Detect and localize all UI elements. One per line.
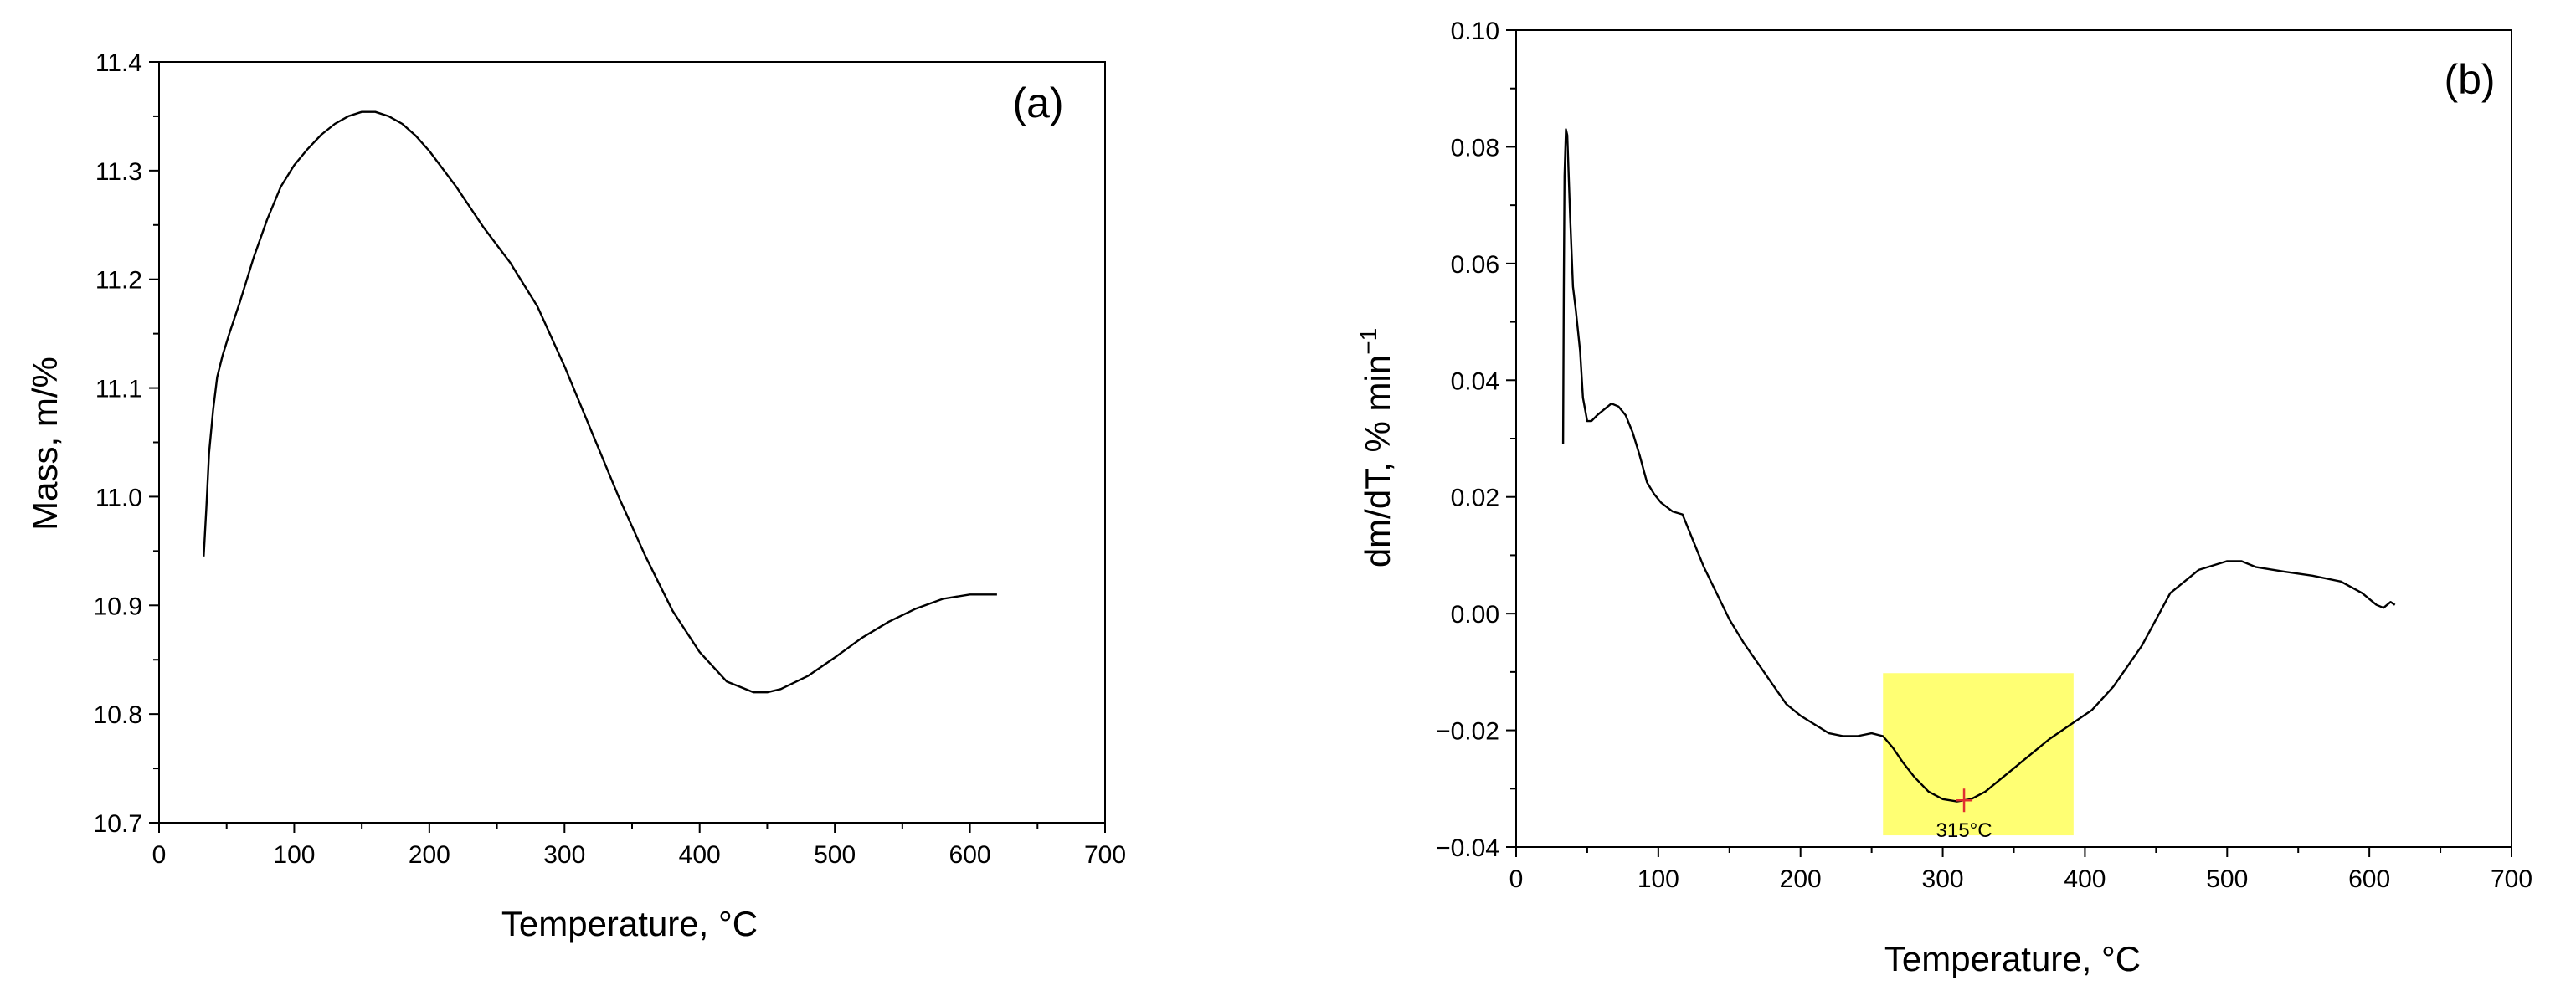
panel-b-y-tick-label: 0.10 [1451, 18, 1499, 45]
panel-a-x-tick-label: 700 [1084, 841, 1126, 869]
panel-b-y-axis-label-text: dm/dT, % min [1358, 355, 1397, 567]
panel-a-y-tick-label: 11.4 [95, 49, 142, 77]
panel-b-label: (b) [2444, 56, 2495, 103]
panel-b-y-tick-label: 0.06 [1451, 251, 1499, 279]
panel-a-data-line [203, 110, 997, 694]
panel-b-highlight-box [1883, 673, 2074, 836]
panel-b-ticks: 0 100 200 300 400 500 600 700 −0.04 −0.02 0.00 0.02… [1436, 18, 2532, 893]
panel-a-x-axis-label: Temperature, °C [501, 904, 758, 943]
panel-a-y-tick-label: 11.0 [95, 484, 142, 511]
panel-a-axes [158, 61, 1106, 824]
panel-a-plot-frame [158, 61, 1106, 824]
panel-b-y-tick-label: −0.02 [1436, 718, 1499, 746]
panel-b-series [1561, 128, 2396, 803]
panel-b-peak-annotation: 315°C [1936, 788, 1992, 842]
panel-a-y-tick-label: 10.9 [94, 593, 142, 620]
panel-b-x-tick-label: 600 [2348, 865, 2390, 893]
panel-b-y-tick-label: 0.02 [1451, 485, 1499, 512]
panel-b-x-tick-label: 700 [2491, 865, 2532, 893]
panel-b-x-tick-label: 500 [2206, 865, 2248, 893]
panel-b-x-tick-label: 100 [1638, 865, 1679, 893]
panel-b-x-tick-label: 0 [1509, 865, 1524, 893]
panel-a-label: (a) [1012, 80, 1063, 126]
panel-a-y-tick-label: 10.8 [94, 701, 142, 729]
panel-a-x-tick-label: 600 [949, 841, 991, 869]
panel-a-x-tick-label: 100 [273, 841, 315, 869]
panel-b: 0 100 200 300 400 500 600 700 −0.04 −0.02 0.00 0.02… [1355, 18, 2532, 978]
panel-a-ticks: 0 100 200 300 400 500 600 700 10.7 10.8 10.9 11.0 11… [94, 49, 1126, 869]
panel-a-x-tick-label: 0 [152, 841, 167, 869]
panel-a-x-tick-label: 500 [814, 841, 856, 869]
panel-a-x-tick-label: 300 [543, 841, 585, 869]
panel-b-y-tick-label: −0.04 [1436, 834, 1499, 862]
peak-annotation-label: 315°C [1936, 819, 1992, 842]
panel-b-y-tick-label: 0.04 [1451, 367, 1499, 395]
panel-b-y-tick-label: 0.00 [1451, 601, 1499, 629]
panel-a: 0 100 200 300 400 500 600 700 10.7 10.8 10.9 11.0 11… [25, 49, 1126, 943]
panel-b-y-axis-label: dm/dT, % min−1 [1355, 328, 1397, 567]
panel-a-y-tick-label: 11.3 [95, 158, 142, 186]
panel-a-x-tick-label: 400 [679, 841, 721, 869]
panel-b-y-tick-label: 0.08 [1451, 134, 1499, 162]
panel-a-y-tick-label: 11.1 [95, 376, 142, 403]
panel-b-data-line [1561, 128, 2396, 803]
panel-b-x-tick-label: 200 [1780, 865, 1822, 893]
panel-b-y-axis-label-exponent: −1 [1355, 328, 1381, 355]
panel-b-x-axis-label: Temperature, °C [1884, 939, 2141, 978]
panel-a-y-tick-label: 11.2 [95, 267, 142, 295]
panel-a-series [203, 110, 997, 694]
panel-b-x-tick-label: 300 [1922, 865, 1964, 893]
panel-a-y-tick-label: 10.7 [94, 810, 142, 838]
panel-b-x-tick-label: 400 [2064, 865, 2106, 893]
panel-a-x-tick-label: 200 [409, 841, 450, 869]
panel-a-y-axis-label: Mass, m/% [25, 357, 64, 531]
